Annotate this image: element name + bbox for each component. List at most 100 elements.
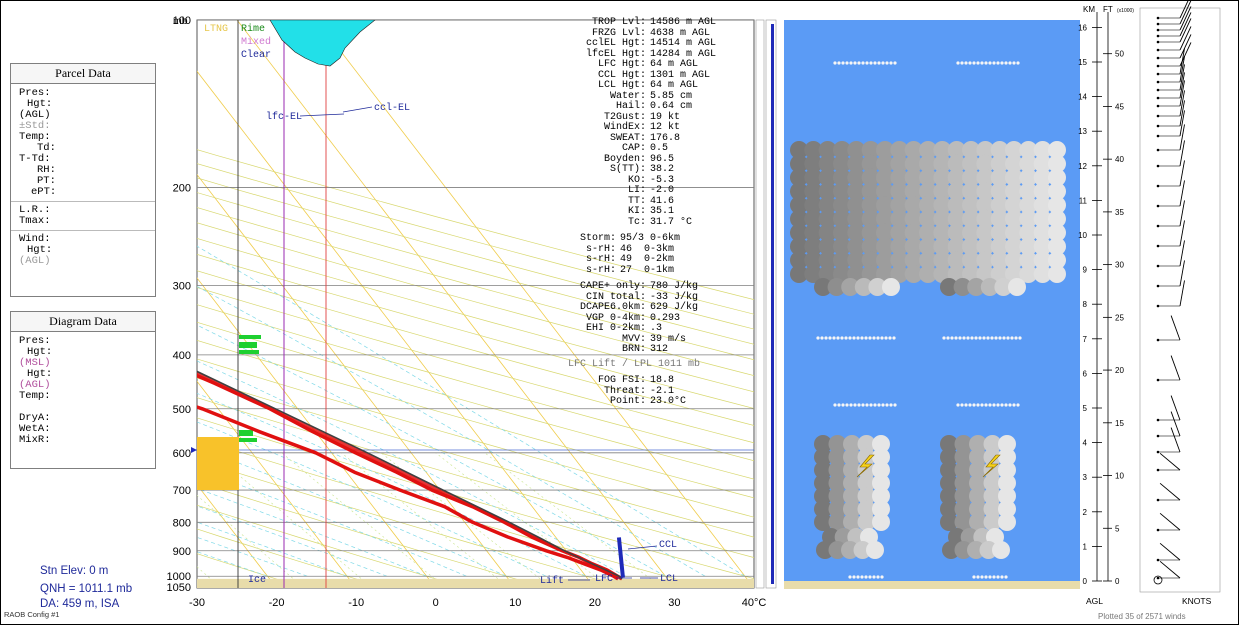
y-tick-label: 400 bbox=[173, 350, 191, 362]
cape-row-label: EHI 0-2km: bbox=[585, 323, 646, 334]
cloud-puff bbox=[1048, 251, 1066, 270]
cloud-puff bbox=[804, 223, 823, 242]
cloud-puff bbox=[976, 237, 995, 256]
wind-barb-flag bbox=[1179, 80, 1185, 107]
cloud-puff bbox=[983, 513, 1002, 531]
diagram-hgt-label: Hgt: bbox=[27, 346, 53, 358]
cloud-puff bbox=[843, 435, 861, 453]
cloud-dot bbox=[868, 575, 872, 579]
dry-adiabat-line bbox=[197, 192, 754, 345]
isotherm-line bbox=[0, 20, 117, 588]
index-row-value: 176.8 bbox=[650, 132, 681, 144]
wind-speed-bar bbox=[771, 24, 774, 584]
y-tick-label: 900 bbox=[173, 546, 191, 558]
cape-row: CIN total: -33 J/kg bbox=[568, 292, 716, 304]
x-tick-label: 20 bbox=[589, 597, 601, 609]
cloud-puff bbox=[814, 474, 832, 492]
cloud-puff bbox=[790, 154, 808, 173]
cloud-puff bbox=[967, 541, 985, 559]
cloud-puff bbox=[1048, 141, 1066, 159]
plot-area[interactable] bbox=[196, 19, 755, 589]
lift-note: LFC Lift / LPL 1011 mb bbox=[568, 358, 701, 370]
cloud-puff bbox=[890, 182, 909, 201]
cloud-dot bbox=[984, 575, 988, 579]
cloud-dot bbox=[978, 336, 982, 340]
cloud-puff bbox=[847, 168, 866, 187]
cloud-dot bbox=[861, 403, 865, 407]
diagram-agl-label: (AGL) bbox=[19, 379, 51, 391]
cloud-puff bbox=[847, 196, 866, 215]
cloud-puff bbox=[876, 196, 894, 215]
index-row-value: 4638 m AGL bbox=[650, 27, 711, 39]
cloud-dot bbox=[844, 336, 848, 340]
wind-barb-dot bbox=[1156, 22, 1160, 26]
wind-barb-flag bbox=[1179, 110, 1185, 137]
wind-barb-flag bbox=[1159, 542, 1181, 561]
cloud-puff bbox=[818, 209, 837, 228]
cloud-puff bbox=[1005, 182, 1023, 201]
diagram-mixr-label: MixR: bbox=[19, 434, 51, 446]
cloud-dot bbox=[1008, 403, 1012, 407]
cape-row: BRN: 312 bbox=[568, 344, 716, 356]
index-row: CAP: 0.5 bbox=[568, 143, 716, 155]
wind-barb-flag bbox=[1179, 0, 1192, 25]
cloud-dot bbox=[833, 61, 837, 65]
low-layer-left bbox=[816, 541, 884, 559]
cloud-puff bbox=[953, 278, 972, 296]
parcel-agl-label: (AGL) bbox=[19, 109, 51, 121]
index-row-value: 64 m AGL bbox=[650, 80, 699, 91]
cloud-dot bbox=[942, 336, 946, 340]
storm-row-value: 49 0-2km bbox=[620, 254, 675, 265]
wind-barb-dot bbox=[1156, 244, 1160, 248]
cloud-dot bbox=[877, 61, 881, 65]
dry-adiabat-line bbox=[197, 578, 225, 588]
dry-adiabat-line bbox=[197, 377, 754, 538]
wind-barb bbox=[1156, 110, 1185, 138]
cloud-puff bbox=[790, 141, 808, 159]
cloud-puff bbox=[1019, 209, 1038, 228]
km-tick-label: 13 bbox=[1078, 127, 1087, 136]
ft-unit-label: (x1000) bbox=[1117, 8, 1134, 14]
cumulus-tower-left bbox=[814, 435, 890, 531]
cloud-dot bbox=[837, 61, 841, 65]
cape-row-value: 0.293 bbox=[650, 312, 681, 324]
cloud-puff bbox=[933, 237, 952, 256]
icing-shade bbox=[269, 20, 376, 67]
index-row-label: TROP Lvl: bbox=[591, 17, 646, 28]
cloud-puff bbox=[969, 461, 987, 479]
cloud-puff bbox=[790, 168, 808, 187]
cloud-dot bbox=[960, 61, 964, 65]
index-row-label: lfcEL Hgt: bbox=[585, 48, 646, 60]
cloud-puff bbox=[843, 474, 861, 492]
cloud-puff bbox=[998, 461, 1016, 479]
cloud-puff bbox=[904, 237, 923, 256]
x-tick-label: 30 bbox=[668, 597, 680, 609]
wind-barb bbox=[1156, 34, 1192, 60]
index-row-value: -2.0 bbox=[650, 185, 675, 196]
cloud-puff bbox=[1048, 196, 1066, 215]
annotation-leader bbox=[627, 545, 658, 550]
cloud-puff bbox=[790, 251, 808, 270]
ft-tick-label: 0 bbox=[1115, 577, 1120, 586]
index-row-value: 96.5 bbox=[650, 153, 675, 165]
cloud-dot bbox=[833, 403, 837, 407]
wind-barb-flag bbox=[1179, 34, 1192, 59]
cloud-puff bbox=[983, 474, 1002, 492]
cloud-dot bbox=[881, 61, 885, 65]
parcel-hgt-label: Hgt: bbox=[27, 98, 53, 110]
cloud-puff bbox=[990, 168, 1009, 187]
rime-icing-bar bbox=[239, 335, 261, 339]
ft-label: FT bbox=[1103, 5, 1113, 14]
fog-row-label: FOG FSI: bbox=[597, 375, 646, 386]
cloud-puff bbox=[890, 265, 909, 283]
cloud-puff bbox=[866, 541, 884, 559]
wind-barb bbox=[1156, 64, 1185, 92]
cloud-dot bbox=[1016, 403, 1020, 407]
cloud-puff bbox=[919, 251, 937, 270]
cloud-dot bbox=[976, 403, 980, 407]
wind-barb-flag bbox=[1179, 100, 1185, 127]
wind-barb-dot bbox=[1156, 28, 1160, 32]
wind-barb-dot bbox=[1156, 304, 1160, 308]
cloud-puff bbox=[827, 278, 846, 296]
